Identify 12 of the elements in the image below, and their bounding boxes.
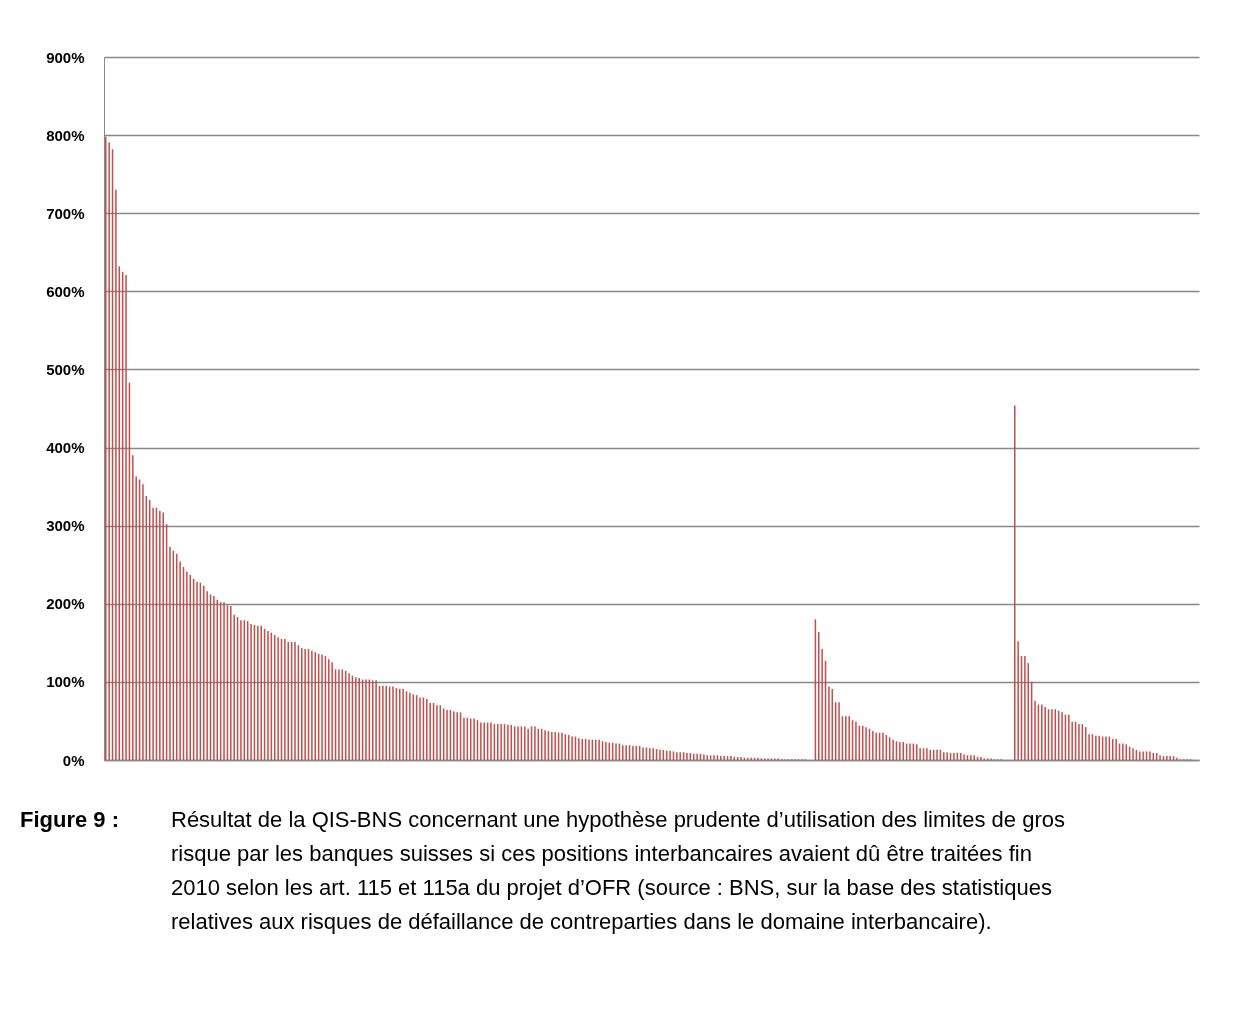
y-tick-label: 700% [46,204,85,222]
y-tick-label: 900% [46,48,85,66]
y-tick-label: 400% [46,439,85,457]
text: Résultat de la QIS-BNS concernant une hypothèse prudente d’utilisation des limites de gros risque par les banques suisses si ces positions interbancaires avaient dû être traitées fin 2010 selon les art. 115 et 115a du projet d’OFR (source : BNS, sur la base des statistiques relatives aux risques de défaillance de contreparties dans le domaine interbancaire). [171,807,1065,934]
y-tick-label: 800% [46,126,85,144]
y-tick-label: 300% [46,517,85,535]
y-tick-label: 100% [46,673,85,691]
y-tick-label: 500% [46,360,85,378]
caption: Figure 9 : [20,807,120,832]
y-tick-label: 200% [46,595,85,613]
y-tick-label: 600% [46,282,85,300]
y-tick-label: 0% [62,751,85,769]
